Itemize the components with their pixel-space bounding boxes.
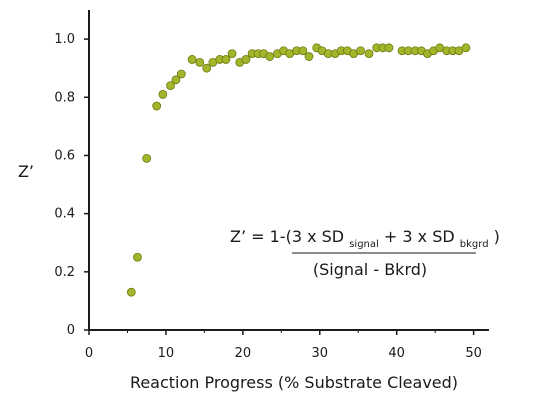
formula-denominator: (Signal - Bkrd) [313, 260, 427, 279]
data-point [166, 81, 175, 91]
formula-lhs: Z’ = 1-(3 x SD [230, 227, 344, 246]
data-point [221, 55, 231, 64]
x-tick-label: 40 [388, 346, 405, 361]
data-point [202, 63, 212, 73]
data-point [364, 49, 374, 59]
x-tick-label: 50 [465, 346, 482, 361]
x-tick-label: 10 [158, 346, 175, 361]
formula-rhs: ) [494, 227, 500, 246]
data-points [126, 43, 471, 297]
data-point [142, 153, 152, 163]
chart-axes [88, 10, 489, 331]
y-tick-label: 0.6 [54, 148, 75, 163]
data-point [298, 46, 308, 56]
data-point [356, 46, 365, 56]
data-point [461, 43, 471, 53]
data-point [152, 101, 162, 111]
y-tick-label: 0.4 [54, 207, 75, 222]
x-tick-label: 0 [85, 346, 93, 361]
chart-ticks: 0 0.2 0.4 0.6 0.8 1.0 0 10 20 30 40 50 [54, 32, 482, 361]
data-point [241, 55, 251, 64]
y-tick-label: 1.0 [54, 32, 75, 47]
data-point [171, 75, 181, 85]
data-point [126, 287, 136, 297]
data-point [384, 43, 394, 53]
data-point [176, 69, 186, 79]
formula-sub-signal: signal [349, 239, 379, 250]
data-point [265, 52, 275, 61]
data-point [187, 55, 197, 64]
formula-annotation: Z’ = 1-(3 x SD signal + 3 x SD bkgrd ) (… [230, 227, 500, 279]
y-axis-title: Z’ [18, 162, 34, 181]
data-point [304, 52, 314, 61]
formula-sub-bkgrd: bkgrd [460, 239, 489, 250]
y-tick-label: 0 [67, 323, 75, 338]
y-tick-label: 0.8 [54, 90, 75, 105]
x-tick-label: 30 [311, 346, 328, 361]
data-point [158, 89, 168, 99]
x-tick-label: 20 [235, 346, 252, 361]
data-point [227, 49, 237, 59]
data-point [133, 252, 142, 262]
data-point [195, 57, 205, 67]
formula-mid: + 3 x SD [384, 227, 455, 246]
y-tick-label: 0.2 [54, 265, 75, 280]
formula-numerator: Z’ = 1-(3 x SD signal + 3 x SD bkgrd ) [230, 227, 500, 251]
x-axis-title: Reaction Progress (% Substrate Cleaved) [130, 373, 458, 392]
